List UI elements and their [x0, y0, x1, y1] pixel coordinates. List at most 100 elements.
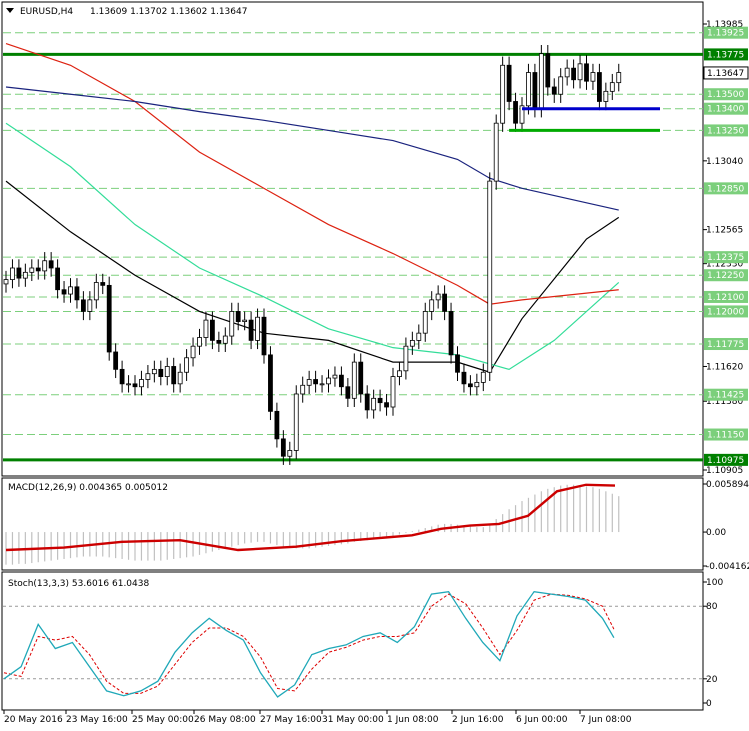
- ma-line-blue: [5, 86, 619, 211]
- candle-body: [448, 311, 454, 356]
- ma-line-red: [5, 42, 619, 305]
- current-price-label: 1.13647: [707, 69, 744, 79]
- ma-line-green: [5, 122, 620, 371]
- stoch-signal-path: [3, 593, 615, 694]
- candle-body: [158, 368, 164, 378]
- candle-body: [235, 311, 241, 322]
- ohlc-label: 1.13609 1.13702 1.13602 1.13647: [90, 7, 247, 17]
- level-badge-label: 1.12000: [707, 307, 744, 317]
- level-badge: [704, 88, 748, 101]
- time-tick-label: 27 May 16:00: [260, 715, 322, 725]
- candle-body: [590, 72, 596, 82]
- time-tick-label: 7 Jun 08:00: [580, 715, 632, 725]
- candle-body: [61, 289, 67, 295]
- time-tick-label: 26 May 08:00: [194, 715, 256, 725]
- candle-body: [422, 311, 428, 334]
- candle-body: [571, 67, 576, 81]
- macd-signal-line: [5, 483, 616, 552]
- price-tick-label: 1.13040: [706, 157, 743, 167]
- candle-body: [261, 316, 267, 356]
- stoch-tick-label: 100: [706, 578, 723, 588]
- price-tick-label: 1.12565: [706, 226, 743, 236]
- candle-body: [551, 86, 557, 95]
- candle-body: [177, 371, 183, 385]
- candle-body: [435, 293, 441, 301]
- candle-body: [16, 267, 22, 279]
- candle-body: [293, 393, 299, 451]
- candle-body: [113, 351, 119, 370]
- candle-body: [493, 122, 499, 182]
- price-tick-label: 1.12330: [706, 260, 743, 270]
- candle-body: [171, 366, 177, 385]
- time-tick-label: 1 Jun 08:00: [387, 715, 439, 725]
- level-badge: [704, 26, 748, 39]
- trend-lines[interactable]: [509, 107, 660, 132]
- stoch-tick-label: 20: [706, 675, 718, 685]
- level-badge: [704, 388, 748, 401]
- candle-body: [93, 282, 99, 301]
- level-badge: [704, 338, 748, 351]
- level-badge-label: 1.12250: [707, 271, 744, 281]
- stoch-main-path: [3, 590, 615, 698]
- candle-body: [81, 299, 86, 312]
- level-badge-label: 1.13250: [707, 126, 744, 136]
- macd-signal-path: [5, 483, 616, 552]
- moving-averages: [5, 42, 620, 373]
- candle-body: [255, 316, 260, 341]
- macd-axis: 0.005894 0.00 -0.004162: [703, 480, 749, 572]
- time-tick-label: 23 May 16:00: [66, 715, 128, 725]
- candle-body: [351, 361, 357, 399]
- candle-body: [280, 438, 286, 457]
- candle-body: [371, 397, 377, 411]
- main-panel: 1.13985 1.13040 1.12565 1.12330 1.11620 1.113…: [1, 1, 749, 477]
- level-badge-label: 1.13400: [707, 105, 744, 115]
- candle-body: [487, 180, 493, 373]
- candle-body: [558, 76, 564, 95]
- candle-body: [274, 410, 280, 440]
- level-badge-label: 1.13500: [707, 90, 744, 100]
- candle-body: [242, 319, 248, 322]
- price-tick-label: 1.13985: [706, 20, 743, 30]
- symbol-dropdown-icon[interactable]: [6, 8, 14, 13]
- candle-body: [3, 279, 9, 285]
- level-badge-label: 1.13925: [707, 29, 744, 39]
- candle-body: [390, 376, 396, 408]
- stoch-axis: 100 80 20 0: [703, 578, 723, 709]
- price-tick-label: 1.11620: [706, 362, 743, 372]
- price-axis: 1.13985 1.13040 1.12565 1.12330 1.11620 1.113…: [703, 20, 743, 476]
- candle-body: [442, 293, 448, 312]
- candle-body: [358, 361, 364, 395]
- level-badge: [704, 182, 748, 195]
- candle-body: [48, 260, 54, 269]
- time-tick-label: 6 Jun 00:00: [516, 715, 568, 725]
- candle-body: [139, 379, 144, 388]
- candle-body: [429, 299, 435, 312]
- level-badge-label: 1.13775: [707, 50, 744, 60]
- candle-body: [319, 383, 325, 386]
- level-badge: [704, 269, 748, 282]
- price-tick-label: 1.10905: [706, 466, 743, 476]
- candle-body: [474, 381, 480, 388]
- candle-body: [229, 311, 235, 337]
- candle-body: [603, 90, 609, 102]
- level-badge-label: 1.11425: [707, 391, 744, 401]
- candle-body: [126, 383, 131, 386]
- candle-body: [106, 284, 112, 353]
- candle-body: [455, 354, 460, 373]
- level-labels: 1.13925 1.13775 1.13500 1.13400 1.13250 1.128…: [703, 26, 749, 466]
- level-badge-label: 1.11775: [707, 340, 744, 350]
- candle-body: [100, 282, 106, 286]
- ma-line-black: [5, 180, 620, 373]
- candle-body: [68, 286, 73, 295]
- candle-body: [287, 450, 293, 457]
- candle-body: [345, 386, 351, 399]
- candle-body: [513, 101, 518, 124]
- time-axis: 20 May 2016 23 May 16:00 25 May 00:00 26 Ma…: [3, 710, 632, 725]
- candle-body: [532, 72, 538, 110]
- price-tick-label: 1.11380: [706, 397, 743, 407]
- candle-body: [197, 337, 202, 347]
- symbol-label: EURUSD,H4: [20, 7, 73, 17]
- stoch-panel: 100 80 20 0 Stoch(13,3,3) 53.6016 61.0438: [1, 571, 723, 711]
- candle-body: [151, 368, 157, 375]
- candle-body: [338, 374, 344, 388]
